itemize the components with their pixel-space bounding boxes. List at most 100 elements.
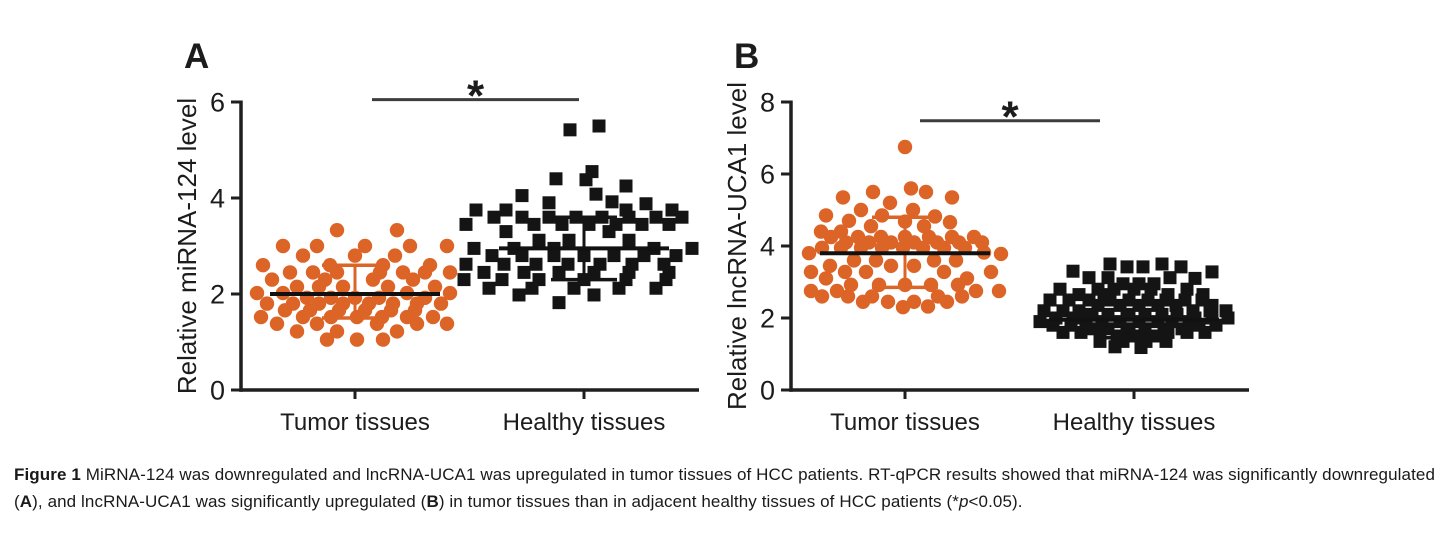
scatter-point-healthy [1062,293,1076,307]
scatter-point-healthy [622,233,636,247]
scatter-point-tumor [277,303,293,318]
scatter-point-tumor [823,229,839,245]
scatter-point-tumor [991,283,1007,299]
scatter-point-healthy [675,210,689,224]
scatter-point-tumor [983,264,999,280]
scatter-point-tumor [282,265,298,280]
scatter-point-tumor [803,264,819,280]
scatter-point-healthy [495,273,509,287]
scatter-point-tumor [897,139,913,155]
scatter-point-tumor [439,316,455,331]
scatter-point-healthy [587,288,601,302]
scatter-point-tumor [905,202,921,218]
scatter-point-healthy [1082,271,1096,285]
scatter-point-healthy [1180,282,1194,296]
scatter-point-healthy [635,217,649,231]
scatter-point-healthy [532,233,546,247]
scatter-point-healthy [685,241,699,255]
scatter-point-healthy [622,210,636,224]
caption-text: ), and lncRNA-UCA1 was significantly upr… [32,492,427,511]
scatter-point-healthy [607,249,621,263]
scatter-point-tumor [818,208,834,223]
panel-label: A [184,37,209,76]
scatter-point-healthy [1107,282,1121,296]
scatter-point-tumor [863,219,879,234]
scatter-point-tumor [843,277,859,293]
scatter-point-healthy [662,217,676,231]
scatter-point-tumor [850,229,866,245]
scatter-point-healthy [1180,325,1194,339]
scatter-point-tumor [264,272,280,287]
caption-text: MiRNA-124 was downregulated and lncRNA-U… [14,465,1435,511]
scatter-point-healthy [1043,293,1057,307]
scatter-point-healthy [467,241,481,255]
scatter-point-tumor [822,258,838,273]
scatter-point-healthy [469,203,483,217]
scatter-point-healthy [1127,282,1141,296]
scatter-point-healthy [1174,260,1188,274]
scatter-point-tumor [329,324,345,339]
y-tick-label: 4 [760,232,775,262]
scatter-point-healthy [563,123,577,137]
scatter-point-healthy [1074,325,1088,339]
scatter-point-healthy [605,195,619,209]
caption-p-value-symbol: p [958,492,969,511]
scatter-point-healthy [552,296,566,310]
scatter-point-healthy [1195,293,1209,307]
scatter-point-healthy [1033,315,1047,329]
scatter-point-tumor [295,309,311,325]
scatter-point-healthy [1209,318,1223,332]
scatter-point-healthy [542,196,556,210]
scatter-point-tumor [855,294,871,309]
scatter-point-healthy [592,119,606,133]
scatter-point-tumor [916,219,932,234]
scatter-point-healthy [1046,318,1060,332]
scatter-point-healthy [459,217,473,231]
scatter-point-tumor [289,324,305,339]
scatter-point-healthy [589,187,603,201]
scatter-point-healthy [529,257,543,271]
scatter-point-tumor [918,184,934,200]
scatter-point-tumor [347,248,363,263]
scatter-point-tumor [329,222,345,238]
scatter-point-tumor [993,246,1009,262]
caption-panel-a-ref: A [19,492,33,511]
scatter-point-healthy [582,217,596,231]
figure-caption: Figure 1 MiRNA-124 was downregulated and… [14,461,1435,515]
y-tick-label: 2 [210,280,225,310]
caption-text: <0.05). [968,492,1023,511]
scatter-point-tumor [269,316,285,331]
scatter-point-healthy [487,210,501,224]
scatter-point-healthy [515,189,529,203]
scatter-point-tumor [349,332,365,347]
x-category-label: Tumor tissues [830,409,980,436]
scatter-point-healthy [485,249,499,263]
scatter-point-tumor [803,283,819,299]
scatter-point-tumor [950,277,966,293]
scatter-point-tumor [818,271,834,286]
scatter-point-tumor [883,258,899,273]
scatter-point-healthy [649,210,663,224]
scatter-point-healthy [517,265,531,279]
caption-figure-label: Figure 1 [14,465,81,484]
scatter-point-healthy [649,281,663,295]
scatter-point-tumor [968,283,984,299]
y-tick-label: 8 [760,88,775,118]
caption-text: ) in tumor tissues than in adjacent heal… [438,492,959,511]
scatter-point-tumor [835,190,851,205]
scatter-point-healthy [1120,260,1134,274]
scatter-point-healthy [482,281,496,295]
scatter-point-healthy [1053,282,1067,296]
scatter-point-tumor [853,202,869,218]
scatter-point-tumor [939,294,955,309]
scatter-point-healthy [659,273,673,287]
scatter-point-tumor [417,265,433,280]
scatter-point-healthy [499,225,513,239]
scatter-point-healthy [555,217,569,231]
scatter-point-healthy [1066,264,1080,278]
scatter-point-tumor [295,248,311,263]
y-tick-label: 4 [210,184,225,214]
scatter-point-tumor [305,265,321,280]
scatter-point-tumor [439,238,455,254]
scatter-point-tumor [880,294,896,309]
